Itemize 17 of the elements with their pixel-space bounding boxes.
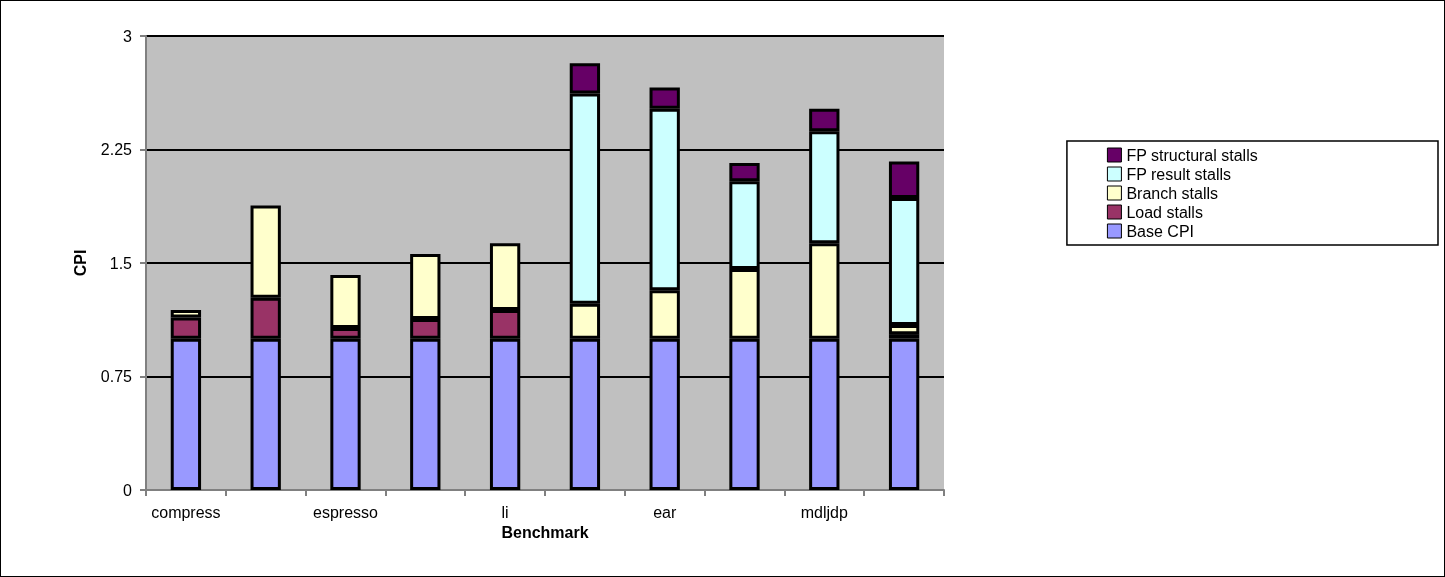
x-axis-title: Benchmark	[501, 524, 589, 542]
y-tick-label: 0.75	[100, 368, 133, 385]
y-tick-label: 1.5	[109, 254, 133, 272]
legend-label: Branch stalls	[1126, 184, 1219, 202]
y-tick-label: 2.25	[100, 141, 133, 158]
x-tick-label: ear	[653, 503, 677, 521]
y-tick-label: 0	[123, 481, 133, 499]
legend-label: FP result stalls	[1126, 165, 1232, 183]
x-tick-label: li	[501, 503, 509, 521]
legend-label: FP structural stalls	[1126, 146, 1258, 164]
x-tick-label: compress	[151, 503, 221, 521]
y-tick-label: 3	[123, 27, 133, 45]
legend-label: Load stalls	[1126, 203, 1203, 221]
legend-label: Base CPI	[1126, 222, 1195, 240]
x-tick-label: mdljdp	[800, 503, 848, 521]
x-tick-label: espresso	[313, 503, 379, 521]
y-axis-title: CPI	[71, 249, 89, 277]
